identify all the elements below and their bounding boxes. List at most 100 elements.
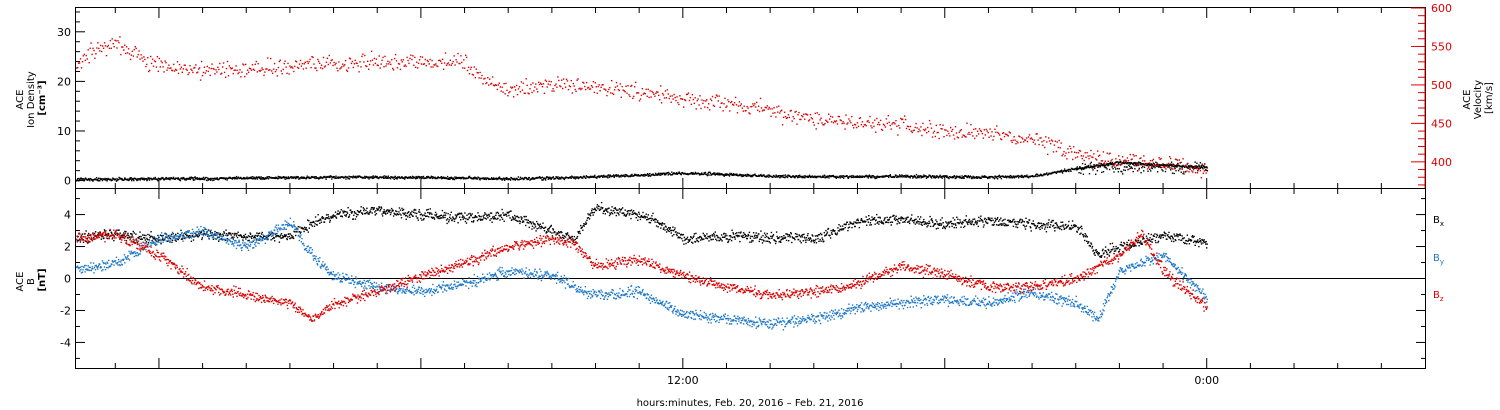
velocity-point [1164, 166, 1166, 168]
velocity-point [989, 128, 991, 130]
density-point [514, 179, 516, 181]
velocity-point [108, 47, 111, 50]
bx-point [566, 233, 568, 235]
velocity-point [361, 55, 363, 58]
density-point [129, 177, 131, 179]
velocity-point [1190, 165, 1192, 167]
velocity-point [738, 101, 741, 103]
velocity-point [344, 59, 347, 62]
velocity-point [747, 107, 749, 109]
velocity-point [1188, 171, 1190, 173]
velocity-point [129, 58, 132, 61]
bx-point [341, 216, 343, 218]
bx-point [663, 223, 666, 225]
velocity-point [483, 78, 485, 80]
density-point [432, 176, 434, 178]
velocity-point [1105, 162, 1107, 165]
bx-point [451, 219, 453, 221]
bx-point [606, 208, 609, 210]
bx-point [640, 216, 642, 218]
bx-point [600, 201, 603, 204]
density-point [416, 177, 418, 180]
density-point [330, 175, 332, 177]
bx-point [192, 239, 195, 241]
velocity-point [823, 124, 825, 126]
bx-point [491, 221, 493, 223]
bx-point [329, 219, 331, 222]
density-point [142, 178, 144, 180]
bx-point [429, 208, 431, 210]
density-point [823, 176, 825, 178]
velocity-point [1072, 158, 1074, 161]
density-point [751, 175, 753, 178]
bx-point [138, 235, 141, 238]
bx-point [198, 234, 200, 237]
density-point [569, 177, 571, 179]
velocity-point [215, 69, 217, 71]
bx-point [717, 236, 720, 239]
density-point [967, 175, 969, 177]
bx-point [373, 208, 375, 210]
velocity-point [128, 53, 131, 55]
bx-point [105, 234, 108, 236]
bx-point [456, 213, 459, 215]
velocity-point [788, 116, 791, 119]
velocity-point [695, 108, 697, 110]
density-point [749, 174, 751, 176]
bx-point [597, 207, 599, 210]
density-point [328, 175, 330, 177]
bx-point [435, 213, 438, 215]
density-point [77, 177, 79, 180]
bx-point [92, 233, 94, 235]
density-point [1095, 173, 1097, 175]
velocity-point [192, 71, 194, 74]
bx-point [643, 215, 646, 217]
density-point [1084, 167, 1086, 170]
velocity-point [510, 86, 512, 88]
density-point [157, 180, 159, 182]
velocity-point [1169, 156, 1171, 158]
density-point [428, 176, 430, 178]
density-point [548, 178, 550, 180]
density-point [784, 174, 787, 176]
velocity-point [1191, 170, 1193, 172]
density-point [1109, 162, 1111, 164]
bx-point [689, 238, 691, 241]
bx-point [697, 241, 700, 243]
bottom-tick-label: 2 [64, 241, 71, 254]
velocity-point [311, 56, 313, 58]
velocity-point [515, 84, 518, 87]
bx-point [228, 232, 230, 234]
bx-point [242, 237, 244, 239]
bx-point [467, 213, 470, 215]
bx-point [661, 224, 663, 227]
density-point [571, 175, 573, 177]
velocity-point [736, 112, 739, 114]
velocity-point [85, 54, 87, 57]
bx-point [746, 237, 748, 240]
density-point [301, 177, 303, 179]
density-point [95, 179, 97, 181]
density-point [143, 177, 145, 179]
velocity-point [882, 123, 885, 125]
velocity-point [571, 92, 573, 94]
bx-point [541, 226, 544, 228]
velocity-point [507, 95, 509, 97]
velocity-point [576, 79, 578, 81]
density-point [857, 176, 859, 178]
density-point [1156, 171, 1159, 173]
velocity-point [676, 96, 678, 98]
bx-point [171, 241, 173, 243]
density-point [503, 177, 505, 179]
bx-point [611, 206, 613, 208]
velocity-point [559, 85, 561, 87]
velocity-point [422, 63, 425, 65]
bx-point [258, 232, 261, 234]
velocity-point [1083, 159, 1085, 162]
density-point [777, 176, 779, 178]
density-point [915, 177, 917, 179]
density-point [945, 176, 947, 178]
velocity-point [615, 81, 618, 84]
velocity-point [638, 100, 641, 102]
bx-point [615, 208, 617, 210]
